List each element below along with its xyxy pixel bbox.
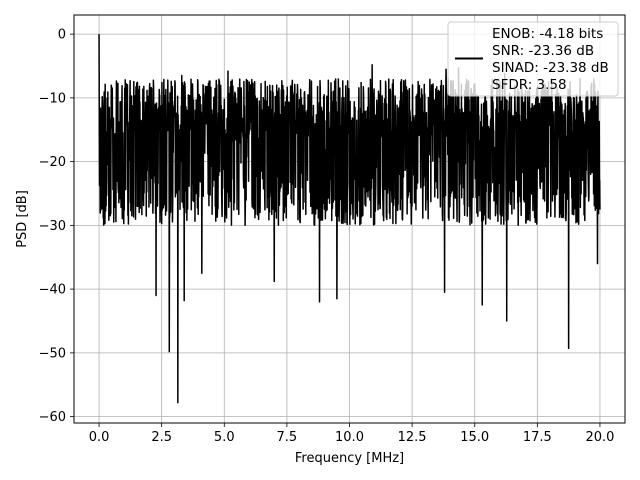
- plot-area: [98, 34, 601, 404]
- y-tick-label: −30: [39, 219, 66, 234]
- y-tick-label: −60: [39, 410, 66, 425]
- x-tick-label: 20.0: [585, 430, 614, 445]
- y-tick-label: −50: [39, 346, 66, 361]
- y-tick-label: −10: [39, 91, 66, 106]
- y-axis-label: PSD [dB]: [15, 190, 30, 248]
- y-tick-label: −40: [39, 283, 66, 298]
- y-tick-label: −20: [39, 155, 66, 170]
- legend-line-4: SFDR: 3.58: [492, 77, 567, 93]
- x-tick-label: 10.0: [335, 430, 364, 445]
- x-tick-label: 17.5: [523, 430, 552, 445]
- x-tick-label: 15.0: [460, 430, 489, 445]
- y-tick-label: 0: [58, 28, 66, 43]
- x-axis-label: Frequency [MHz]: [295, 451, 404, 466]
- x-tick-label: 12.5: [398, 430, 427, 445]
- x-tick-label: 0.0: [89, 430, 110, 445]
- legend-line-2: SNR: -23.36 dB: [492, 43, 594, 59]
- legend-line-1: ENOB: -4.18 bits: [492, 26, 603, 42]
- x-ticks: 0.0 2.5 5.0 7.5 10.0 12.5 15.0 17.5 20.0: [89, 423, 614, 445]
- x-tick-label: 5.0: [214, 430, 235, 445]
- y-ticks: 0 −10 −20 −30 −40 −50 −60: [39, 28, 74, 425]
- x-tick-label: 7.5: [277, 430, 298, 445]
- legend-line-3: SINAD: -23.38 dB: [492, 60, 609, 76]
- x-tick-label: 2.5: [151, 430, 172, 445]
- legend: ENOB: -4.18 bits SNR: -23.36 dB SINAD: -…: [447, 21, 619, 97]
- psd-series-line: [98, 34, 601, 404]
- legend-box: [447, 21, 619, 97]
